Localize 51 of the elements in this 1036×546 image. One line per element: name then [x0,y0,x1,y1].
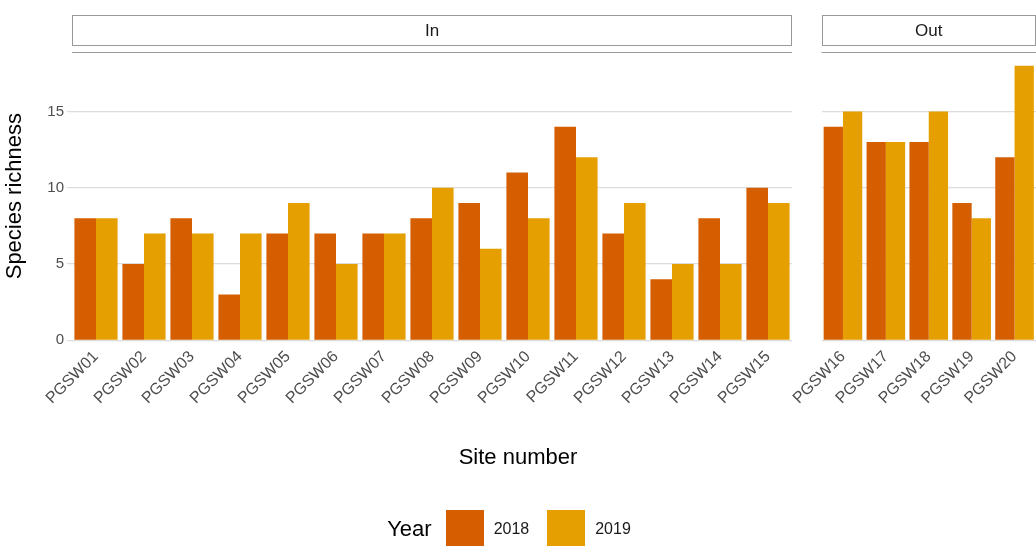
y-tick-label: 15 [47,101,64,119]
bar [528,218,550,340]
bar [74,218,96,340]
bar [314,233,336,340]
bar [432,187,454,340]
bar [336,264,358,340]
bar [410,218,432,340]
bar [995,157,1015,340]
y-tick-label: 5 [55,254,64,272]
bar [624,203,646,340]
bar [720,264,742,340]
bar [823,126,843,340]
bar [218,294,240,340]
bar [1014,65,1034,340]
bar [746,187,768,340]
bar [458,203,480,340]
bar [885,141,906,340]
bar [170,218,192,340]
bar [650,279,672,340]
bar [576,157,598,340]
legend-title: Year [387,516,432,542]
x-axis-title: Site number [457,444,579,470]
y-axis-title: Species richness [1,112,27,280]
bar [866,141,886,340]
bar [480,248,502,340]
y-tick-label: 0 [55,330,64,348]
bar [672,264,694,340]
bar [122,264,144,340]
legend-label: 2018 [493,520,530,538]
bar [192,233,214,340]
bar [362,233,384,340]
bar [266,233,288,340]
bar [384,233,406,340]
bar [96,218,118,340]
y-tick-label: 10 [47,177,64,195]
bar [506,172,528,340]
bar [928,111,949,340]
bar [842,111,863,340]
bar [768,203,790,340]
legend-label: 2019 [595,520,631,538]
chart-title: In [72,15,792,46]
bar [288,203,310,340]
bar [144,233,166,340]
bar [909,141,929,340]
bar [952,203,972,340]
bar [698,218,720,340]
bar [602,233,624,340]
chart-title: Out [821,15,1036,46]
bar [971,218,991,340]
bar [240,233,262,340]
bar [554,126,576,340]
